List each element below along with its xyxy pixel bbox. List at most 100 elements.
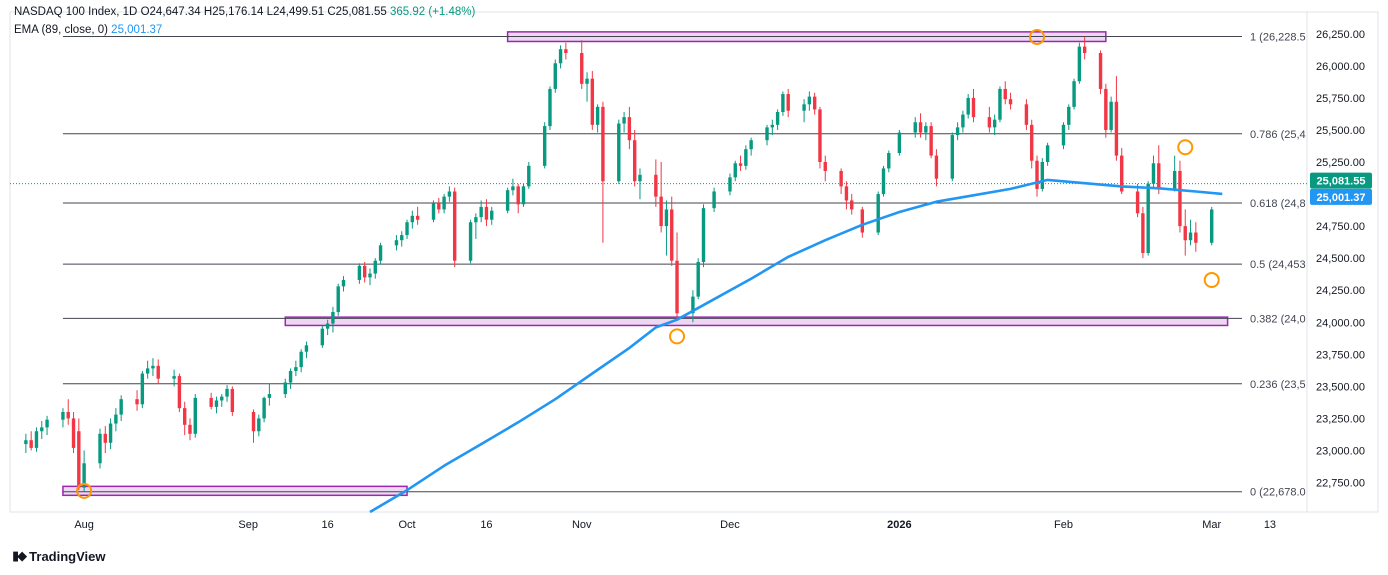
candle-body: [405, 222, 409, 236]
candle-body: [1135, 191, 1140, 214]
candle: [34, 427, 39, 452]
symbol-title[interactable]: NASDAQ 100 Index, 1D: [14, 6, 138, 18]
x-tick-label: Sep: [238, 519, 258, 531]
candle: [691, 290, 695, 323]
candle: [696, 258, 700, 300]
candle-body: [961, 114, 965, 128]
candle: [220, 394, 224, 407]
fib-level-label: 1 (26,228.5: [1250, 32, 1306, 44]
candle-body: [394, 240, 399, 246]
candle-body: [876, 194, 880, 233]
candle-body: [696, 262, 700, 297]
x-tick-label: Dec: [720, 519, 740, 531]
candle: [924, 122, 928, 141]
candle: [82, 450, 86, 492]
candle-body: [712, 191, 716, 209]
candle: [1194, 222, 1198, 252]
y-tick-label: 23,000.00: [1316, 445, 1365, 457]
candle-body: [553, 63, 557, 89]
fib-level-label: 0 (22,678.0: [1250, 487, 1306, 499]
candle: [172, 369, 176, 387]
candle-body: [267, 394, 272, 398]
swing-point-marker: [669, 328, 686, 345]
candle-body: [108, 423, 113, 443]
candle: [415, 206, 420, 225]
candle: [1003, 81, 1007, 105]
candle-body: [1024, 104, 1029, 125]
candle: [850, 194, 854, 215]
swing-point-marker: [1203, 271, 1220, 288]
candle: [818, 106, 822, 169]
candle: [701, 204, 706, 268]
candle: [542, 122, 547, 169]
x-tick-label: Aug: [74, 519, 94, 531]
x-tick-label: Oct: [398, 519, 415, 531]
fib-level-label: 0.618 (24,8: [1250, 198, 1306, 210]
candle-body: [627, 117, 632, 141]
candle-body: [1067, 106, 1071, 125]
candle: [294, 360, 298, 377]
candle-body: [182, 408, 187, 425]
candle: [521, 183, 526, 207]
high-value: H25,176.14: [203, 6, 264, 18]
plot-border: [9, 11, 1379, 513]
y-tick-label: 23,250.00: [1316, 413, 1365, 425]
candle: [505, 187, 510, 214]
candle: [558, 45, 563, 69]
candle: [590, 70, 595, 130]
candle-body: [230, 388, 235, 412]
candle-body: [521, 186, 526, 205]
swing-markers: [76, 29, 1220, 499]
time-axis[interactable]: Aug Sep 16 Oct 16 Nov Dec 2026 Feb Mar 13: [74, 519, 1276, 531]
candle-body: [66, 412, 70, 419]
y-tick-label: 25,250.00: [1316, 157, 1365, 169]
y-tick-label: 22,750.00: [1316, 478, 1365, 490]
candle-body: [140, 373, 145, 405]
candle: [992, 114, 997, 136]
candle: [1067, 104, 1071, 130]
candle: [40, 420, 44, 439]
candle-body: [262, 397, 266, 419]
candle: [447, 186, 452, 202]
candle-body: [331, 312, 335, 324]
tradingview-logo[interactable]: ▮◆ TradingView: [12, 548, 106, 564]
candle: [193, 394, 197, 438]
fib-level-label: 0.236 (23,5: [1250, 379, 1306, 391]
candle: [659, 162, 663, 233]
candle: [844, 181, 849, 210]
candle: [595, 104, 600, 133]
candle-body: [34, 431, 39, 448]
candle-body: [844, 186, 849, 201]
candle: [341, 276, 346, 292]
candle: [749, 137, 753, 156]
zone-rect: [284, 316, 1229, 327]
candle: [998, 86, 1002, 123]
candle: [1061, 122, 1066, 150]
candle: [1082, 36, 1087, 60]
candle: [955, 122, 960, 141]
candle: [781, 91, 785, 116]
y-tick-label: 23,500.00: [1316, 381, 1365, 393]
price-tag-box: [1310, 172, 1372, 189]
fib-level-label: 0.786 (25,4: [1250, 129, 1306, 141]
ema-line: [369, 178, 1223, 514]
candle-body: [220, 396, 224, 401]
candle: [887, 150, 891, 173]
candle: [881, 165, 886, 197]
candle: [468, 219, 473, 264]
candle: [950, 132, 955, 182]
price-axis[interactable]: 22,750.00 23,000.00 23,250.00 23,500.00 23,7…: [1316, 29, 1365, 490]
candle: [987, 106, 992, 133]
open-value: O24,647.34: [140, 6, 201, 18]
ema-label[interactable]: EMA (89, close, 0): [14, 24, 108, 36]
candle: [601, 101, 605, 243]
price-tag-box: [1310, 188, 1372, 205]
candle-body: [188, 424, 192, 434]
candle-body: [29, 440, 33, 448]
candle-body: [1109, 101, 1113, 130]
candle: [45, 415, 49, 436]
candle-body: [802, 104, 806, 111]
candle: [357, 263, 362, 284]
y-tick-label: 24,250.00: [1316, 285, 1365, 297]
